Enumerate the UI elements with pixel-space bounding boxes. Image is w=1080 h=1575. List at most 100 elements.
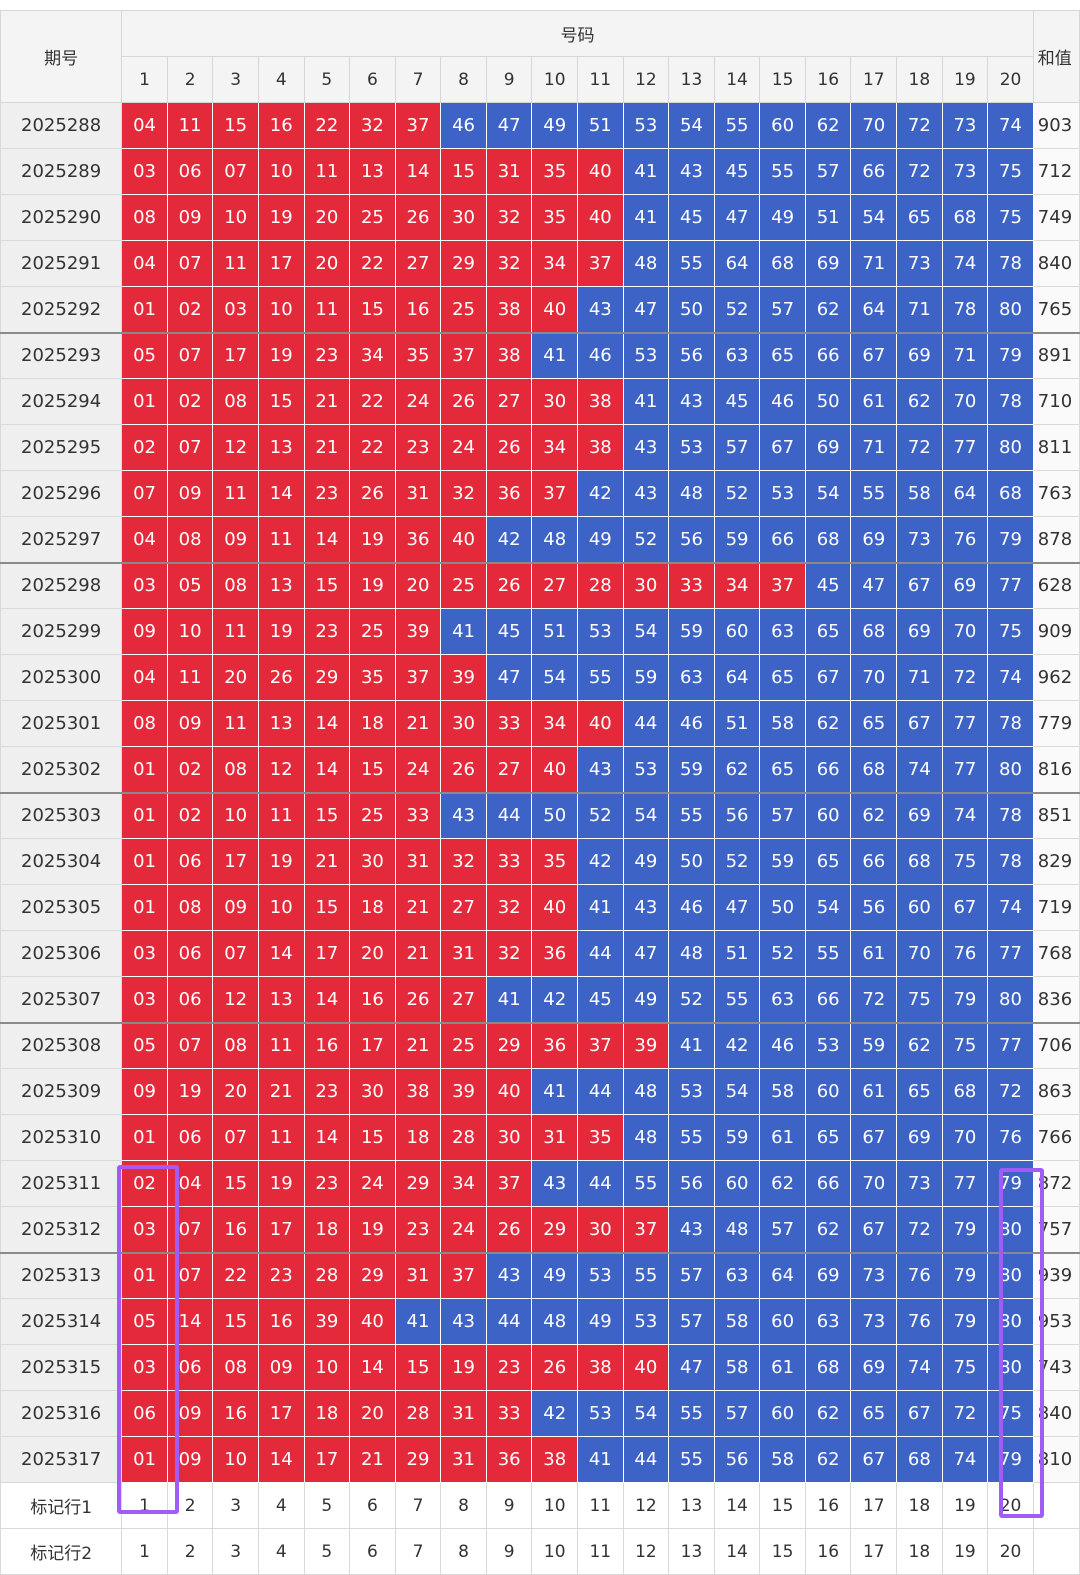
number-cell: 58 bbox=[759, 1436, 806, 1483]
number-cell: 37 bbox=[394, 654, 442, 701]
column-header[interactable]: 8 bbox=[440, 56, 487, 103]
column-header[interactable]: 12 bbox=[622, 56, 670, 103]
column-header[interactable]: 2 bbox=[166, 56, 214, 103]
number-cell: 52 bbox=[668, 976, 715, 1023]
mark-cell[interactable]: 15 bbox=[759, 1528, 806, 1575]
period-cell: 2025307 bbox=[0, 976, 123, 1023]
column-header[interactable]: 1 bbox=[121, 56, 168, 103]
period-header[interactable]: 期号 bbox=[0, 10, 123, 103]
mark-cell[interactable]: 7 bbox=[394, 1528, 442, 1575]
number-cell: 33 bbox=[485, 838, 533, 885]
mark-cell[interactable]: 19 bbox=[941, 1528, 989, 1575]
column-header[interactable]: 17 bbox=[850, 56, 898, 103]
mark-cell[interactable]: 9 bbox=[485, 1528, 533, 1575]
mark-cell[interactable]: 16 bbox=[804, 1482, 852, 1529]
mark-cell[interactable]: 10 bbox=[531, 1528, 579, 1575]
mark-cell[interactable]: 4 bbox=[257, 1482, 305, 1529]
column-header[interactable]: 4 bbox=[257, 56, 305, 103]
mark-cell[interactable]: 17 bbox=[850, 1482, 898, 1529]
mark-cell[interactable]: 5 bbox=[303, 1528, 351, 1575]
number-cell: 10 bbox=[257, 286, 305, 333]
mark-row[interactable]: 标记行2 1 2 3 4 5 6 7 8 9 10 11 12 13 14 15 16 17 18 19 20 bbox=[0, 1528, 1080, 1575]
mark-cell[interactable]: 6 bbox=[349, 1528, 396, 1575]
mark-cell[interactable]: 13 bbox=[668, 1528, 715, 1575]
number-cell: 11 bbox=[257, 516, 305, 563]
number-cell: 64 bbox=[713, 654, 761, 701]
column-header[interactable]: 7 bbox=[394, 56, 442, 103]
number-cell: 48 bbox=[713, 1206, 761, 1253]
number-cell: 30 bbox=[349, 1068, 396, 1115]
number-cell: 07 bbox=[166, 1206, 214, 1253]
mark-cell[interactable]: 12 bbox=[622, 1528, 670, 1575]
number-cell: 53 bbox=[577, 1251, 624, 1299]
mark-cell[interactable]: 14 bbox=[713, 1528, 761, 1575]
column-header[interactable]: 13 bbox=[668, 56, 715, 103]
sum-header[interactable]: 和值 bbox=[1032, 10, 1080, 103]
mark-cell[interactable]: 16 bbox=[804, 1528, 852, 1575]
column-header[interactable]: 19 bbox=[941, 56, 989, 103]
table-row: 2025296 07 09 11 14 23 26 31 32 36 37 42 43 48 52 53 54 5… bbox=[0, 470, 1080, 517]
column-header[interactable]: 5 bbox=[303, 56, 351, 103]
column-header[interactable]: 11 bbox=[577, 56, 624, 103]
mark-cell[interactable]: 18 bbox=[896, 1528, 943, 1575]
number-cell: 60 bbox=[804, 791, 852, 839]
number-cell: 09 bbox=[212, 516, 259, 563]
mark-row[interactable]: 标记行1 1 2 3 4 5 6 7 8 9 10 11 12 13 14 15 16 17 18 19 20 bbox=[0, 1482, 1080, 1529]
number-cell: 24 bbox=[440, 1206, 487, 1253]
mark-cell[interactable]: 17 bbox=[850, 1528, 898, 1575]
number-cell: 10 bbox=[166, 608, 214, 655]
number-cell: 22 bbox=[349, 240, 396, 287]
mark-cell[interactable]: 15 bbox=[759, 1482, 806, 1529]
column-header[interactable]: 6 bbox=[349, 56, 396, 103]
number-cell: 68 bbox=[804, 1344, 852, 1391]
mark-cell[interactable]: 10 bbox=[531, 1482, 579, 1529]
number-cell: 60 bbox=[896, 884, 943, 931]
column-header[interactable]: 18 bbox=[896, 56, 943, 103]
column-header[interactable]: 16 bbox=[804, 56, 852, 103]
sum-cell: 829 bbox=[1032, 838, 1080, 885]
table-row: 2025290 08 09 10 19 20 25 26 30 32 35 40 41 45 47 49 51 5… bbox=[0, 194, 1080, 241]
number-cell: 55 bbox=[713, 102, 761, 149]
column-header[interactable]: 10 bbox=[531, 56, 579, 103]
number-cell: 40 bbox=[349, 1298, 396, 1345]
mark-cell[interactable]: 9 bbox=[485, 1482, 533, 1529]
mark-cell[interactable]: 6 bbox=[349, 1482, 396, 1529]
mark-cell[interactable]: 2 bbox=[166, 1528, 214, 1575]
table-row: 2025310 01 06 07 11 14 15 18 28 30 31 35 48 55 59 61 65 6… bbox=[0, 1114, 1080, 1161]
mark-cell[interactable]: 11 bbox=[577, 1482, 624, 1529]
number-cell: 61 bbox=[850, 378, 898, 425]
mark-cell[interactable]: 20 bbox=[987, 1528, 1034, 1575]
period-cell: 2025313 bbox=[0, 1251, 123, 1299]
mark-cell[interactable]: 12 bbox=[622, 1482, 670, 1529]
column-header[interactable]: 15 bbox=[759, 56, 806, 103]
mark-cell[interactable]: 2 bbox=[166, 1482, 214, 1529]
column-header[interactable]: 20 bbox=[987, 56, 1034, 103]
mark-cell[interactable]: 5 bbox=[303, 1482, 351, 1529]
mark-cell[interactable]: 13 bbox=[668, 1482, 715, 1529]
number-cell: 62 bbox=[804, 1390, 852, 1437]
mark-cell[interactable]: 3 bbox=[212, 1482, 259, 1529]
mark-cell[interactable]: 8 bbox=[440, 1528, 487, 1575]
number-cell: 56 bbox=[713, 1436, 761, 1483]
mark-cell[interactable]: 14 bbox=[713, 1482, 761, 1529]
mark-cell[interactable]: 11 bbox=[577, 1528, 624, 1575]
mark-cell[interactable]: 7 bbox=[394, 1482, 442, 1529]
column-header[interactable]: 14 bbox=[713, 56, 761, 103]
number-cell: 02 bbox=[166, 746, 214, 793]
mark-cell[interactable]: 3 bbox=[212, 1528, 259, 1575]
column-header[interactable]: 3 bbox=[212, 56, 259, 103]
numbers-header: 号码 bbox=[121, 10, 1034, 57]
number-cell: 11 bbox=[303, 286, 351, 333]
mark-cell[interactable]: 18 bbox=[896, 1482, 943, 1529]
table-row: 2025294 01 02 08 15 21 22 24 26 27 30 38 41 43 45 46 50 6… bbox=[0, 378, 1080, 425]
mark-cell[interactable]: 1 bbox=[121, 1482, 168, 1529]
column-header[interactable]: 9 bbox=[485, 56, 533, 103]
mark-cell[interactable]: 19 bbox=[941, 1482, 989, 1529]
mark-cell[interactable]: 1 bbox=[121, 1528, 168, 1575]
mark-cell[interactable]: 20 bbox=[987, 1482, 1034, 1529]
number-cell: 48 bbox=[531, 1298, 579, 1345]
mark-cell[interactable]: 4 bbox=[257, 1528, 305, 1575]
sum-cell: 939 bbox=[1032, 1251, 1080, 1299]
number-cell: 62 bbox=[804, 700, 852, 747]
mark-cell[interactable]: 8 bbox=[440, 1482, 487, 1529]
